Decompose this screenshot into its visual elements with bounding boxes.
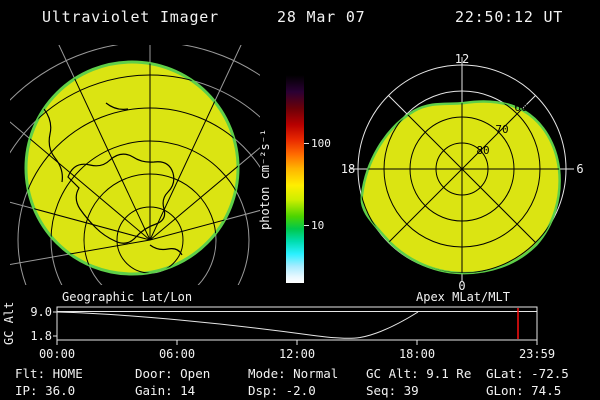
xtick-1800: 18:00 xyxy=(398,347,436,361)
uv-disk-image xyxy=(24,60,240,276)
mlt-label-6: 6 xyxy=(576,162,583,176)
apex-panel-caption: Apex MLat/MLT xyxy=(416,290,510,304)
status-door: Door: Open xyxy=(135,366,211,381)
status-glat: GLat: -72.5 xyxy=(486,366,569,381)
status-seq: Seq: 39 xyxy=(366,383,419,398)
altitude-strip-chart xyxy=(53,306,538,345)
colorbar xyxy=(286,75,304,283)
colorbar-tick-mark-10 xyxy=(304,225,309,226)
status-gc-alt: GC Alt: 9.1 Re xyxy=(366,366,472,381)
mlt-label-18: 18 xyxy=(341,162,355,176)
status-ip: IP: 36.0 xyxy=(15,383,76,398)
time-display: 22:50:12 UT xyxy=(455,8,564,26)
mlat-label-80: 80 xyxy=(476,144,489,157)
status-glon: GLon: 74.5 xyxy=(486,383,562,398)
colorbar-tick-100: 100 xyxy=(311,137,331,150)
apex-projection-panel: 12 18 6 0 60 70 80 xyxy=(341,52,584,293)
colorbar-tick-10: 10 xyxy=(311,219,325,232)
status-flt: Flt: HOME xyxy=(15,366,83,381)
mlat-label-60: 60 xyxy=(514,101,527,114)
xtick-1200: 12:00 xyxy=(278,347,316,361)
status-dsp: Dsp: -2.0 xyxy=(248,383,316,398)
colorbar-label: photon cm⁻²s⁻¹ xyxy=(258,128,272,230)
strip-ytick-9: 9.0 xyxy=(30,305,52,319)
apex-grid-on-image xyxy=(361,101,560,274)
date-display: 28 Mar 07 xyxy=(277,8,366,26)
xtick-0600: 06:00 xyxy=(158,347,196,361)
altitude-curve xyxy=(56,311,419,339)
status-gain: Gain: 14 xyxy=(135,383,196,398)
strip-ylabel: GC Alt xyxy=(2,301,16,345)
strip-ticks xyxy=(53,311,538,345)
colorbar-tick-mark-100 xyxy=(304,143,309,144)
geo-panel-caption: Geographic Lat/Lon xyxy=(62,290,193,304)
strip-ytick-1-8: 1.8 xyxy=(30,329,52,343)
status-mode: Mode: Normal xyxy=(248,366,339,381)
geo-projection-panel xyxy=(10,45,260,285)
mlat-label-70: 70 xyxy=(495,123,508,136)
app-title: Ultraviolet Imager xyxy=(42,8,219,26)
xtick-2359: 23:59 xyxy=(518,347,556,361)
mlt-label-12: 12 xyxy=(455,52,469,66)
mlt-label-0: 0 xyxy=(458,279,465,293)
coastline-overlay xyxy=(43,102,183,256)
xtick-0000: 00:00 xyxy=(38,347,76,361)
